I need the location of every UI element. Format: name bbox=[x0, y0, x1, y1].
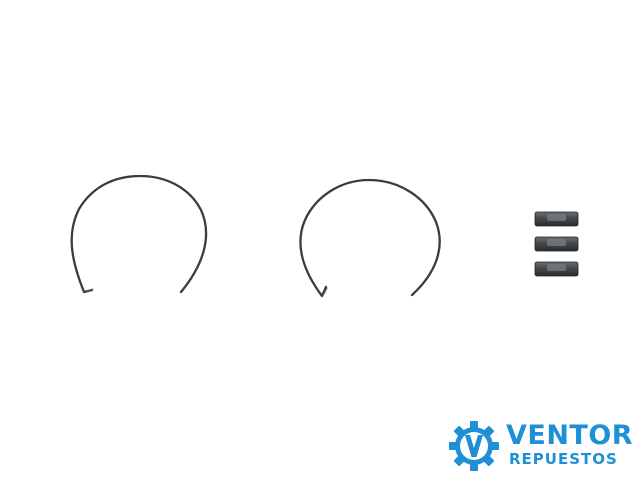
brand-logo: VENTOR REPUESTOS bbox=[448, 420, 634, 476]
synchro-key-top bbox=[534, 211, 579, 227]
brand-name: VENTOR bbox=[506, 420, 634, 451]
synchro-key-middle bbox=[534, 236, 579, 252]
snap-ring-right bbox=[299, 178, 441, 298]
brand-text: VENTOR REPUESTOS bbox=[506, 422, 634, 474]
synchro-key-bottom bbox=[534, 261, 579, 277]
snap-ring-left bbox=[70, 174, 208, 294]
gear-v-icon bbox=[449, 421, 499, 471]
brand-tagline: REPUESTOS bbox=[509, 450, 618, 468]
